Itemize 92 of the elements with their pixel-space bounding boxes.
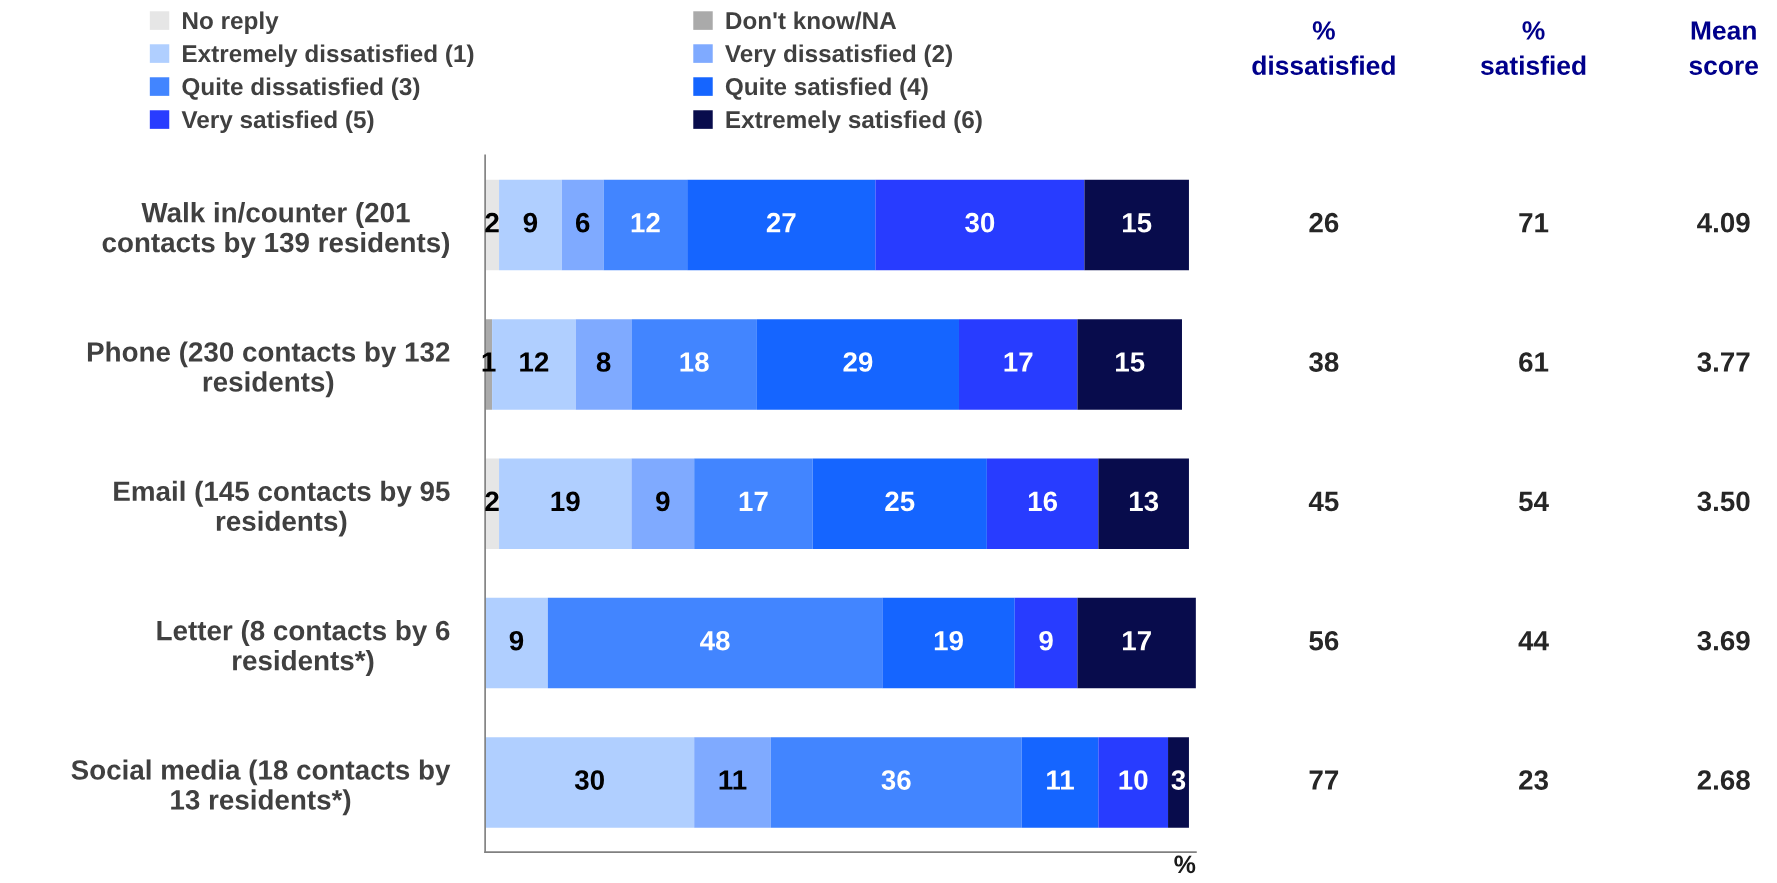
data-label: 9 xyxy=(1039,630,1053,651)
data-label: 29 xyxy=(843,352,873,372)
data-label: 15 xyxy=(1116,352,1145,372)
text: 3.69 xyxy=(1697,630,1750,651)
legend-label: Very satisfied (5) xyxy=(181,110,374,134)
bar xyxy=(694,458,813,550)
data-label: 19 xyxy=(551,491,580,512)
data-label: 17 xyxy=(1004,352,1033,372)
text: 3.50 xyxy=(1697,491,1750,512)
y-tick-label: Letter (8 contacts by 6 residents*) xyxy=(157,620,450,676)
data-label: 18 xyxy=(680,352,709,372)
legend-label: Extremely satisfied (6) xyxy=(726,110,982,134)
data-label: 19 xyxy=(934,630,963,651)
data-label: 30 xyxy=(965,212,995,233)
text: % satisfied xyxy=(1480,21,1586,75)
bar xyxy=(603,179,688,271)
bar xyxy=(1084,179,1189,271)
legend-label: Extremely dissatisfied (1) xyxy=(183,44,474,68)
text: 2.68 xyxy=(1697,770,1750,790)
text: 77 xyxy=(1309,770,1339,790)
text: 54 xyxy=(1518,491,1549,512)
bar xyxy=(547,597,883,689)
bar xyxy=(756,319,959,410)
data-label: 8 xyxy=(596,352,611,372)
bar xyxy=(1098,737,1169,828)
text: % dissatisfied xyxy=(1252,21,1395,75)
data-label: 13 xyxy=(1129,491,1159,512)
x-axis-title: % xyxy=(1174,855,1196,874)
data-label: 10 xyxy=(1119,770,1148,790)
data-label: 12 xyxy=(631,212,660,233)
bar xyxy=(1014,597,1078,689)
data-label: 9 xyxy=(509,630,524,651)
bar xyxy=(882,597,1015,689)
data-label: 16 xyxy=(1028,491,1058,512)
data-label: 11 xyxy=(1047,770,1074,790)
data-label: 9 xyxy=(656,491,670,512)
text: 56 xyxy=(1309,630,1339,651)
legend-label: Quite satisfied (4) xyxy=(725,77,928,101)
text: 3.77 xyxy=(1697,352,1750,372)
data-label: 15 xyxy=(1122,213,1152,233)
data-label: 17 xyxy=(739,491,768,511)
text: 61 xyxy=(1519,352,1549,372)
legend-label: No reply xyxy=(183,11,279,35)
bar xyxy=(631,458,695,550)
bar xyxy=(812,458,987,550)
data-label: 2 xyxy=(485,212,499,233)
bar xyxy=(575,319,632,410)
text: 38 xyxy=(1309,352,1339,372)
data-label: 25 xyxy=(885,491,915,512)
bar xyxy=(485,597,548,689)
text: 4.09 xyxy=(1697,212,1750,233)
data-label: 11 xyxy=(719,770,747,790)
bar xyxy=(485,737,695,828)
data-label: 2 xyxy=(485,491,499,511)
data-label: 17 xyxy=(1122,631,1151,651)
data-label: 27 xyxy=(766,212,796,233)
y-tick-label: Walk in/counter (201 contacts by 139 residents) xyxy=(102,202,450,258)
y-tick-label: Email (145 contacts by 95 residents) xyxy=(114,480,450,537)
bar xyxy=(1098,458,1189,550)
bar xyxy=(1168,737,1189,828)
bar xyxy=(499,179,562,271)
text: 45 xyxy=(1308,491,1339,512)
legend-label: Quite dissatisfied (3) xyxy=(182,77,420,101)
bar xyxy=(499,458,632,550)
legend-label: Very dissatisfied (2) xyxy=(725,44,952,68)
text: Mean score xyxy=(1689,21,1758,75)
bar xyxy=(687,179,876,271)
bar xyxy=(694,737,771,828)
text: 44 xyxy=(1518,631,1549,651)
bar xyxy=(986,458,1099,550)
bar xyxy=(1077,597,1196,689)
bar xyxy=(631,319,757,410)
y-tick-label: Social media (18 contacts by 13 residents*) xyxy=(71,759,451,816)
bar xyxy=(875,179,1085,271)
data-label: 30 xyxy=(574,770,604,790)
bar xyxy=(1021,737,1099,828)
data-label: 3 xyxy=(1171,770,1186,790)
y-tick-label: Phone (230 contacts by 132 residents) xyxy=(87,341,450,398)
text: 71 xyxy=(1519,213,1549,233)
data-label: 9 xyxy=(523,212,538,233)
data-label: 48 xyxy=(700,630,730,651)
bar xyxy=(958,319,1078,410)
data-label: 6 xyxy=(575,212,590,233)
data-label: 12 xyxy=(520,352,549,372)
text: 23 xyxy=(1519,770,1548,790)
bar xyxy=(770,737,1022,828)
data-label: 1 xyxy=(482,352,496,372)
bar xyxy=(1077,319,1182,410)
text: 26 xyxy=(1309,212,1339,233)
legend-label: Don't know/NA xyxy=(726,11,897,30)
data-label: 36 xyxy=(881,770,911,790)
bar xyxy=(561,179,604,271)
